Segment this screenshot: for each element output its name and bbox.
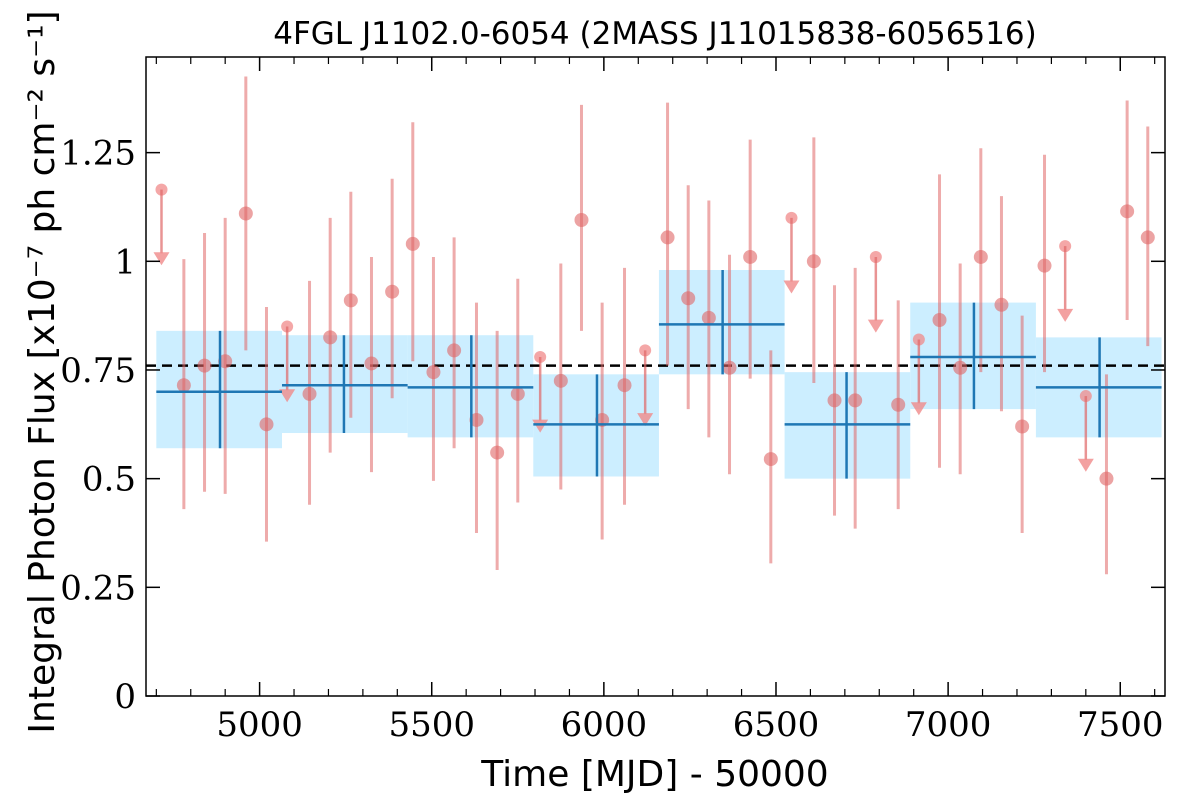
measurement-point [218, 354, 233, 369]
measurement-point [722, 360, 737, 375]
y-tick-label: 1 [114, 242, 136, 282]
measurement-point [617, 378, 632, 393]
measurement-point [426, 365, 441, 380]
y-tick-label: 0.5 [82, 460, 136, 500]
upper-limit-arrow [1057, 308, 1074, 322]
measurement-point [490, 445, 505, 460]
measurement-point [574, 213, 589, 228]
measurement-point [932, 312, 947, 327]
measurement-point [848, 393, 863, 408]
measurement-point [302, 386, 317, 401]
y-tick-label: 0.75 [60, 351, 136, 391]
measurement-point [510, 386, 525, 401]
measurement-point [660, 230, 675, 245]
measurement-point [1120, 204, 1135, 219]
measurement-point [323, 330, 338, 345]
y-tick-label: 0 [114, 677, 136, 717]
measurement-point [447, 343, 462, 358]
binned-flux-markers [156, 270, 1162, 479]
measurement-point [469, 412, 484, 427]
measurement-point [827, 393, 842, 408]
measurement-point [891, 397, 906, 412]
measurement-point [385, 284, 400, 299]
upper-limit-arrow [783, 280, 800, 294]
measurement-point [973, 249, 988, 264]
x-tick-label: 6000 [561, 705, 648, 745]
measurement-point [197, 358, 212, 373]
measurement-point [681, 291, 696, 306]
upper-limit-arrow [1077, 458, 1094, 472]
x-axis-label: Time [MJD] - 50000 [480, 754, 828, 795]
y-tick-label: 1.25 [60, 134, 136, 174]
x-tick-label: 5000 [216, 705, 303, 745]
measurement-point [701, 310, 716, 325]
upper-limit-arrow [532, 419, 549, 433]
x-tick-label: 5500 [388, 705, 475, 745]
measurement-point [238, 206, 253, 221]
measurement-point [176, 378, 191, 393]
measurement-point [343, 293, 358, 308]
measurement-point [953, 360, 968, 375]
x-tick-label: 7500 [1077, 705, 1164, 745]
measurement-point [553, 373, 568, 388]
upper-limit-arrow [279, 389, 296, 403]
axes: 5000 5500 6000 6500 7000 7500 0 0.25 0.5 0.75 1 1.2… [60, 56, 1166, 745]
y-axis-label: Integral Photon Flux [x10⁻⁷ ph cm⁻² s⁻¹] [22, 10, 63, 733]
x-tick-label: 7000 [905, 705, 992, 745]
measurement-points [176, 76, 1155, 575]
measurement-point [405, 236, 420, 251]
measurement-point [1140, 230, 1155, 245]
upper-limit-arrow [867, 319, 884, 333]
upper-limit-arrow [637, 413, 654, 427]
measurement-point [1099, 471, 1114, 486]
measurement-point [806, 254, 821, 269]
measurement-point [364, 356, 379, 371]
measurement-point [994, 297, 1009, 312]
upper-limit-markers [153, 183, 1094, 472]
upper-limit-arrow [910, 402, 927, 416]
bin-bands [156, 270, 1162, 479]
measurement-point [1015, 419, 1030, 434]
plot-frame [145, 56, 1166, 697]
chart-title: 4FGL J1102.0-6054 (2MASS J11015838-60565… [273, 16, 1037, 52]
measurement-point [743, 249, 758, 264]
x-tick-label: 6500 [733, 705, 820, 745]
measurement-point [259, 417, 274, 432]
measurement-point [1037, 258, 1052, 273]
upper-limit-arrow [153, 252, 170, 266]
measurement-point [763, 452, 778, 467]
y-tick-label: 0.25 [60, 568, 136, 608]
